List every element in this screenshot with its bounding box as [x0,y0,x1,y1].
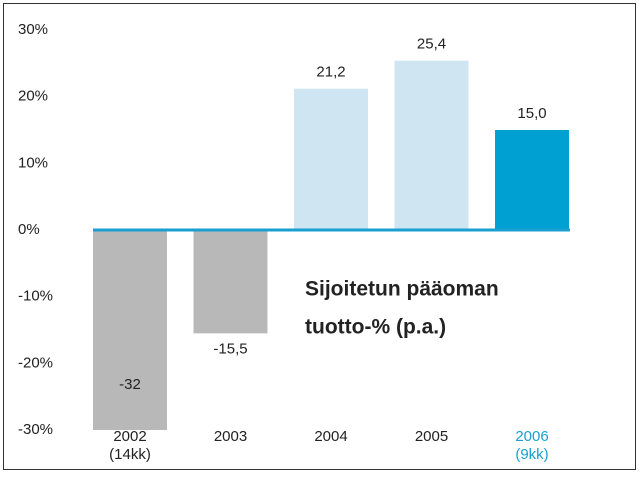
chart-title: tuotto-% (p.a.) [305,316,446,339]
x-tick-label: 2003 [214,428,247,445]
value-label: 21,2 [316,64,345,81]
bar [394,60,469,230]
value-label: -15,5 [213,340,247,357]
bar [495,130,569,230]
chart-title: Sijoitetun pääoman [305,278,499,301]
y-tick-label: 10% [18,154,48,171]
y-tick-label: -20% [18,354,53,371]
x-tick-note: (9kk) [515,446,548,463]
bar [93,230,167,430]
y-tick-label: 30% [18,21,48,38]
x-tick-label: 2004 [314,428,347,445]
frame [3,3,636,470]
value-label: 15,0 [517,105,546,122]
bar [193,230,268,334]
bar [294,88,368,231]
x-tick-label: 2006 [515,428,548,445]
y-tick-label: 20% [18,88,48,105]
x-tick-label: 2002 [113,428,146,445]
y-tick-label: 0% [18,221,40,238]
value-label: -32 [119,376,141,393]
x-tick-label: 2005 [415,428,448,445]
y-tick-label: -30% [18,421,53,438]
y-tick-label: -10% [18,288,53,305]
value-label: 25,4 [417,36,446,53]
x-tick-note: (14kk) [109,446,151,463]
